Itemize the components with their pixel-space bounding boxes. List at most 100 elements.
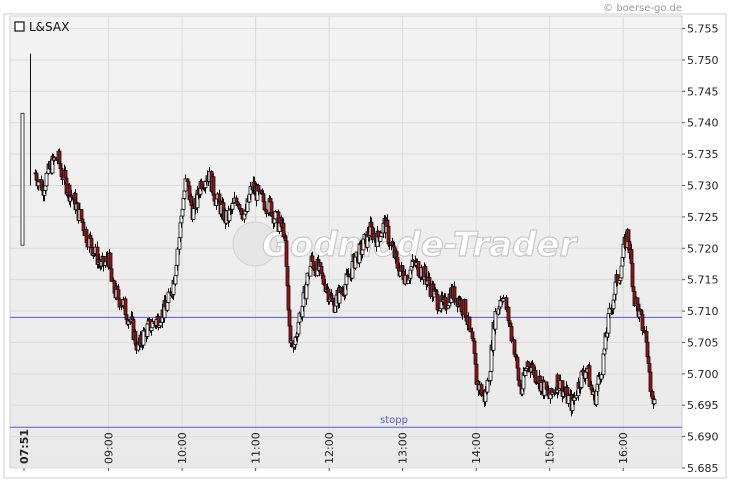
y-tick-label: 5.745 [687, 85, 719, 98]
candle-body [485, 379, 490, 393]
candle-body [109, 268, 114, 282]
candle [509, 322, 514, 344]
candle-body [488, 371, 493, 381]
candle-body [630, 262, 635, 288]
candle-body [186, 181, 191, 187]
x-tick-label: 12:00 [323, 432, 336, 464]
credit-text: © boerse-go.de [603, 3, 682, 14]
candle-body [116, 289, 121, 300]
legend: L&SAX [14, 20, 69, 34]
y-axis: 5.755 5.750 5.745 5.740 5.735 5.730 5.725 5.720… [682, 23, 719, 475]
candle-body [181, 198, 186, 210]
candle-body [360, 249, 365, 255]
candle-body [635, 297, 640, 305]
candle [472, 339, 477, 355]
candle-body [619, 265, 624, 279]
watermark-logo-icon [232, 221, 278, 267]
candle-body [180, 208, 185, 217]
candle-body [211, 176, 216, 196]
x-tick-label: 15:00 [544, 432, 557, 464]
y-tick-label: 5.735 [687, 148, 719, 161]
candle-body [281, 222, 286, 238]
candle-body [444, 307, 449, 310]
candle-body [330, 297, 335, 302]
y-tick-label: 5.710 [687, 305, 719, 318]
candle-body [285, 266, 290, 287]
candle-body [459, 299, 464, 313]
candle-body [515, 357, 520, 369]
horizontal-lines: stopp [10, 316, 682, 428]
candle [452, 281, 457, 305]
candle-body [583, 371, 588, 379]
candle [648, 370, 653, 397]
candle-body [141, 330, 146, 346]
candle-body [379, 232, 384, 237]
candle-body [647, 363, 652, 373]
candle-body [493, 310, 498, 330]
candle-body [79, 209, 84, 220]
y-tick-label: 5.750 [687, 54, 719, 67]
candle-body [526, 361, 531, 368]
candle-body [517, 379, 522, 387]
y-tick-label: 5.690 [687, 431, 719, 444]
candle-body [284, 240, 289, 267]
candle-body [287, 309, 292, 327]
candle-body [44, 172, 49, 187]
candle [256, 183, 261, 196]
candle-body [166, 291, 171, 303]
x-tick-label: 09:00 [103, 432, 116, 464]
candle-body [318, 262, 323, 267]
y-tick-label: 5.715 [687, 274, 719, 287]
candle-body [463, 299, 468, 317]
candle-body [452, 286, 457, 303]
candle [20, 53, 31, 246]
candle-body [149, 327, 154, 332]
candle [44, 171, 49, 187]
legend-swatch [14, 21, 25, 32]
candle-body [185, 178, 190, 183]
candle-body [36, 181, 41, 187]
candle-body [165, 302, 170, 311]
legend-label: L&SAX [29, 20, 69, 34]
grid-lines [10, 16, 682, 469]
x-tick-label: 10:00 [176, 432, 189, 464]
candle-body [509, 326, 514, 342]
candle [485, 377, 490, 395]
candle-body [256, 185, 261, 192]
candle [444, 303, 449, 315]
candle [173, 274, 178, 287]
watermark: Godmode-Trader [232, 221, 579, 267]
candle-body [304, 283, 309, 300]
candle [166, 288, 171, 304]
candle [493, 308, 498, 335]
candle-body [533, 370, 538, 383]
candle-body [472, 340, 477, 354]
y-tick-label: 5.725 [687, 211, 719, 224]
x-tick-label: 16:00 [617, 432, 630, 464]
candle [281, 218, 286, 239]
candle-body [230, 202, 235, 210]
y-tick-label: 5.730 [687, 180, 719, 193]
candle-body [108, 252, 113, 270]
horizontal-line-label: stopp [380, 415, 408, 426]
candle-body [20, 112, 25, 246]
candles [20, 53, 657, 417]
y-tick-label: 5.720 [687, 242, 719, 255]
candle-body [599, 374, 604, 380]
candle-body [631, 286, 636, 292]
candle-body [145, 323, 150, 337]
y-tick-label: 5.705 [687, 336, 719, 349]
x-tick-label: 11:00 [250, 432, 263, 464]
candle-body [191, 208, 196, 220]
x-tick-label: 13:00 [397, 432, 410, 464]
y-tick-label: 5.685 [687, 462, 719, 475]
candle-body [378, 235, 383, 242]
candle-body [286, 285, 291, 311]
y-tick-label: 5.740 [687, 117, 719, 130]
candle-body [468, 327, 473, 333]
x-tick-label: 07:51 [18, 429, 31, 464]
candle [517, 376, 522, 387]
candle [640, 309, 645, 336]
candle-body [650, 391, 655, 399]
